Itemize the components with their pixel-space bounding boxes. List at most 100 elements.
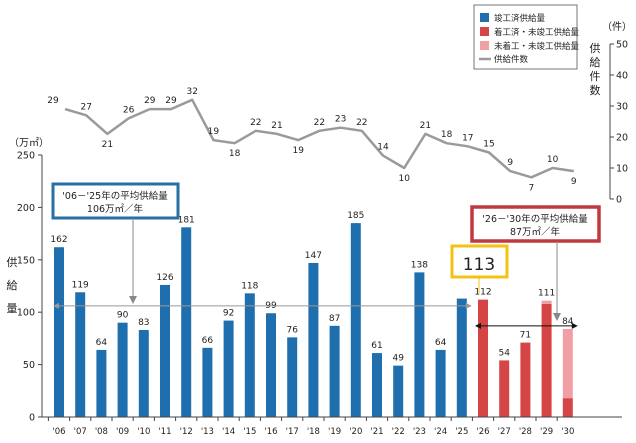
bar-value-label: 61 [371,341,382,351]
line-value-label: 21 [102,140,113,150]
bar-completed [266,313,276,417]
avg-past-arrow-right [465,302,472,309]
right-axis-label-char: 給 [590,55,601,69]
left-axis-label: 供給量 [7,255,18,315]
avg-future-annotation: '26－'30年の平均供給量 87万㎡／年 [470,205,601,321]
right-tick-label: 40 [616,71,628,82]
bar-value-label: 64 [96,338,108,348]
line-value-label: 18 [441,130,453,140]
bar-completed [96,349,107,417]
x-tick-label: '14 [222,427,235,437]
bar-value-label: 126 [156,273,173,283]
left-tick-label: 100 [17,308,35,319]
line-value-label: 22 [314,118,325,128]
left-tick-label: 150 [17,255,35,266]
bar-not-started [541,300,552,304]
bar-value-label: 49 [392,354,404,364]
right-axis-label-char: 数 [590,84,601,97]
line-value-label: 21 [271,121,282,131]
right-tick-label: 10 [616,164,628,175]
x-tick-label: '08 [95,427,108,437]
bar-value-label: 111 [538,289,555,299]
legend-label-not-started: 未着工・未竣工供給量 [494,41,580,52]
bar-completed [308,262,319,417]
bar-completed [138,330,149,417]
bar-value-label: 138 [411,260,428,270]
left-tick-label: 250 [17,151,35,162]
x-tick-label: '13 [201,427,214,437]
bars [54,223,573,417]
legend-label-completed: 竣工済供給量 [494,13,546,24]
bar-not-started [562,328,573,399]
bar-completed [329,325,340,417]
bar-value-label: 76 [286,325,298,335]
avg-future-value: 87万㎡／年 [510,226,561,238]
bar-completed [287,337,298,417]
supply-count-polyline [64,98,574,179]
left-tick-label: 50 [23,360,35,371]
legend-label-under-construction: 着工済・未竣工供給量 [494,27,580,38]
x-tick-label: '11 [158,427,171,437]
line-value-label: 17 [462,133,473,143]
legend-box [473,4,578,70]
bar-value-label: 71 [520,331,531,341]
x-tick-label: '12 [180,427,193,437]
bar-completed [414,272,425,417]
left-tick-labels: 0 50 100 150 200 250 [17,151,35,424]
right-tick-labels: 0 10 20 30 40 50 [616,40,628,206]
legend-swatch-not-started [480,41,489,50]
line-value-label: 29 [47,96,59,106]
avg-past-title: '06－'25年の平均供給量 [62,190,168,202]
bar-completed [456,298,467,417]
bar-value-label: 87 [329,314,340,324]
x-tick-label: '23 [413,427,426,437]
line-value-label: 29 [144,96,156,106]
bar-value-label: 54 [498,348,510,358]
line-value-label: 23 [335,115,346,125]
line-value-label: 7 [529,183,535,193]
right-tick-label: 20 [616,133,628,144]
x-tick-label: '25 [455,427,468,437]
bar-value-label: 147 [305,251,322,261]
left-axis-label-char: 量 [7,302,18,315]
x-tick-label: '06 [52,427,65,437]
right-axis-label-char: 件 [590,70,601,83]
avg-future-box [470,205,601,243]
left-axis-label-char: 給 [7,278,18,292]
bar-value-label: 162 [50,235,67,245]
bar-completed [75,292,86,417]
avg-past-pointer-head [129,296,137,304]
bar-completed [372,353,382,417]
legend: 竣工済供給量 着工済・未竣工供給量 未着工・未竣工供給量 供給件数 [473,4,580,70]
line-value-label: 15 [483,140,494,150]
left-axis-label-char: 供 [7,255,18,269]
line-value-label: 22 [250,118,261,128]
line-value-label: 10 [547,155,559,165]
bar-under-construction [562,398,573,417]
x-tick-label: '17 [286,427,299,437]
line-value-label: 21 [420,121,431,131]
bar-completed [117,322,128,417]
x-tick-label: '28 [519,427,532,437]
axes [38,43,622,421]
x-tick-label: '09 [116,427,129,437]
highlight-value: 113 [463,255,495,275]
line-value-label: 27 [80,102,91,112]
line-value-label: 10 [398,174,410,184]
bar-value-label: 185 [347,211,364,221]
right-axis-label-char: 供 [590,41,601,55]
avg-range-arrows [53,302,578,329]
bar-completed [350,223,361,417]
bar-value-label: 92 [223,309,234,319]
right-axis-label: 供給件数 [590,41,601,97]
bar-under-construction [520,342,531,417]
x-tick-label: '27 [498,427,511,437]
avg-past-annotation: '06－'25年の平均供給量 106万㎡／年 [51,182,180,304]
line-value-label: 9 [507,158,513,168]
right-tick-label: 50 [616,40,628,51]
bar-value-label: 84 [562,317,574,327]
bar-completed [393,365,404,417]
bar-value-label: 66 [202,336,214,346]
bar-value-label: 181 [178,215,195,225]
left-tick-label: 200 [17,203,35,214]
